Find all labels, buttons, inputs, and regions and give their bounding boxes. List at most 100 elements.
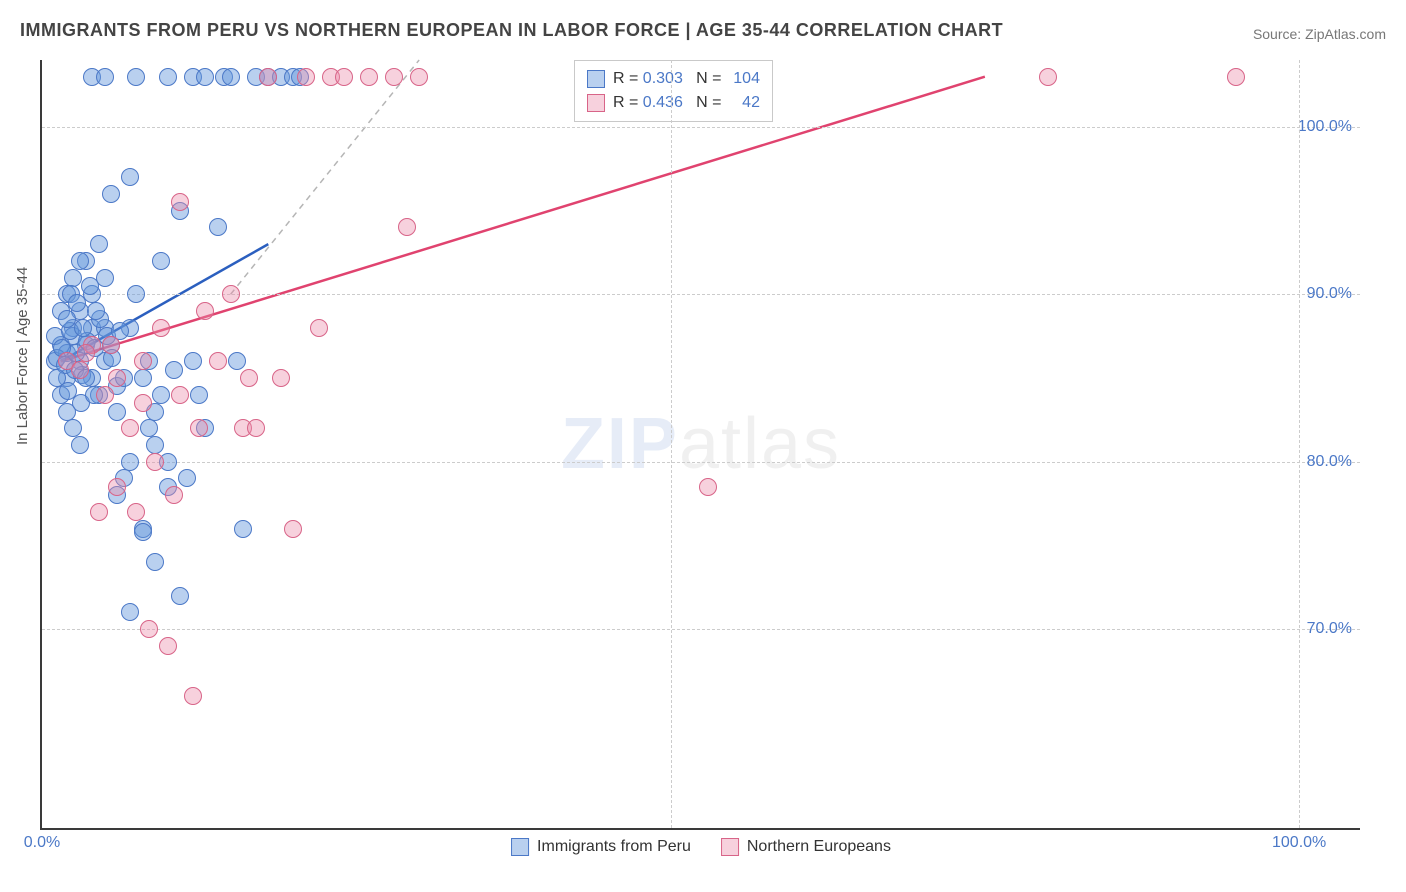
trend-line <box>61 77 985 362</box>
data-point <box>410 68 428 86</box>
data-point <box>171 386 189 404</box>
data-point <box>259 68 277 86</box>
gridline-vertical <box>671 60 672 828</box>
data-point <box>222 68 240 86</box>
data-point <box>385 68 403 86</box>
data-point <box>297 68 315 86</box>
legend-swatch <box>587 94 605 112</box>
legend-text: R = 0.303 N = 104 <box>613 67 760 91</box>
legend-item: Immigrants from Peru <box>511 838 691 856</box>
y-tick-label: 100.0% <box>1298 118 1352 136</box>
data-point <box>165 361 183 379</box>
data-point <box>165 486 183 504</box>
data-point <box>159 637 177 655</box>
data-point <box>310 319 328 337</box>
source-label: Source: ZipAtlas.com <box>1253 26 1386 42</box>
data-point <box>90 235 108 253</box>
data-point <box>178 469 196 487</box>
data-point <box>234 520 252 538</box>
data-point <box>108 369 126 387</box>
data-point <box>146 436 164 454</box>
data-point <box>68 294 86 312</box>
data-point <box>1039 68 1057 86</box>
data-point <box>228 352 246 370</box>
gridline-vertical <box>1299 60 1300 828</box>
data-point <box>240 369 258 387</box>
legend-item: Northern Europeans <box>721 838 891 856</box>
data-point <box>247 419 265 437</box>
data-point <box>184 352 202 370</box>
y-tick-label: 80.0% <box>1307 453 1352 471</box>
data-point <box>196 302 214 320</box>
y-tick-label: 70.0% <box>1307 620 1352 638</box>
y-axis-title: In Labor Force | Age 35-44 <box>14 267 31 445</box>
data-point <box>108 403 126 421</box>
data-point <box>284 520 302 538</box>
correlation-legend: R = 0.303 N = 104R = 0.436 N = 42 <box>574 60 773 122</box>
data-point <box>171 587 189 605</box>
data-point <box>77 344 95 362</box>
legend-swatch <box>587 70 605 88</box>
data-point <box>102 336 120 354</box>
data-point <box>74 319 92 337</box>
data-point <box>134 352 152 370</box>
data-point <box>81 277 99 295</box>
data-point <box>146 453 164 471</box>
data-point <box>190 419 208 437</box>
data-point <box>71 436 89 454</box>
data-point <box>134 394 152 412</box>
data-point <box>209 352 227 370</box>
data-point <box>335 68 353 86</box>
data-point <box>96 386 114 404</box>
data-point <box>121 453 139 471</box>
data-point <box>699 478 717 496</box>
data-point <box>127 68 145 86</box>
y-tick-label: 90.0% <box>1307 285 1352 303</box>
data-point <box>127 503 145 521</box>
data-point <box>108 478 126 496</box>
data-point <box>152 386 170 404</box>
data-point <box>64 419 82 437</box>
x-tick-label: 0.0% <box>24 834 60 852</box>
plot-area: ZIPatlas R = 0.303 N = 104R = 0.436 N = … <box>40 60 1360 830</box>
data-point <box>1227 68 1245 86</box>
data-point <box>171 193 189 211</box>
data-point <box>127 285 145 303</box>
data-point <box>159 68 177 86</box>
data-point <box>134 523 152 541</box>
gridline-horizontal <box>42 127 1360 128</box>
series-legend: Immigrants from Peru Northern Europeans <box>511 838 891 856</box>
chart-title: IMMIGRANTS FROM PERU VS NORTHERN EUROPEA… <box>20 20 1003 41</box>
data-point <box>398 218 416 236</box>
data-point <box>71 361 89 379</box>
data-point <box>152 252 170 270</box>
gridline-horizontal <box>42 462 1360 463</box>
data-point <box>272 369 290 387</box>
data-point <box>209 218 227 236</box>
legend-swatch <box>511 838 529 856</box>
data-point <box>222 285 240 303</box>
legend-label: Northern Europeans <box>747 838 891 856</box>
data-point <box>140 620 158 638</box>
data-point <box>90 503 108 521</box>
data-point <box>184 687 202 705</box>
data-point <box>146 553 164 571</box>
gridline-horizontal <box>42 294 1360 295</box>
data-point <box>58 310 76 328</box>
data-point <box>71 252 89 270</box>
data-point <box>360 68 378 86</box>
data-point <box>96 68 114 86</box>
correlation-legend-row: R = 0.303 N = 104 <box>587 67 760 91</box>
legend-swatch <box>721 838 739 856</box>
legend-label: Immigrants from Peru <box>537 838 691 856</box>
data-point <box>121 419 139 437</box>
data-point <box>152 319 170 337</box>
correlation-legend-row: R = 0.436 N = 42 <box>587 91 760 115</box>
trend-lines-layer <box>42 60 1360 828</box>
gridline-horizontal <box>42 629 1360 630</box>
data-point <box>102 185 120 203</box>
data-point <box>134 369 152 387</box>
data-point <box>87 302 105 320</box>
data-point <box>121 168 139 186</box>
data-point <box>140 419 158 437</box>
